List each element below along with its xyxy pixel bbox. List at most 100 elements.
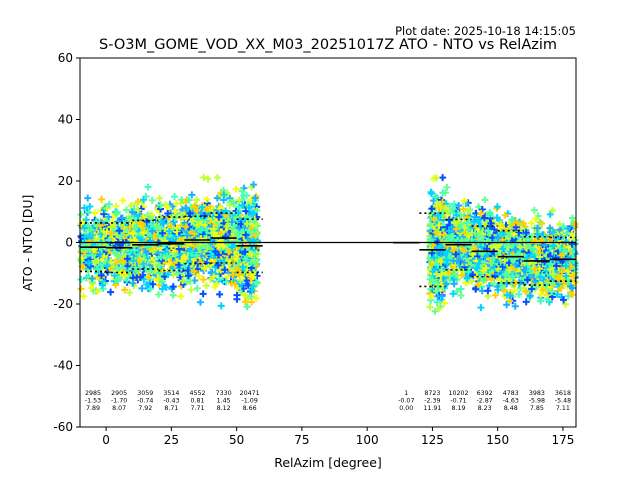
scatter-point (557, 284, 565, 292)
scatter-point (459, 205, 467, 213)
scatter-point (548, 288, 556, 296)
bin-annotation-11: 4783-4.638.48 (503, 390, 519, 412)
scatter-point (97, 271, 105, 279)
bin-count: 3618 (555, 390, 571, 397)
scatter-point (485, 282, 493, 290)
scatter-point (487, 219, 495, 227)
scatter-point (533, 224, 541, 232)
scatter-point (529, 245, 537, 253)
scatter-point (183, 231, 191, 239)
scatter-point (185, 258, 193, 266)
scatter-point (177, 292, 185, 300)
bin-std-label: 8.12 (217, 405, 231, 412)
scatter-point (187, 286, 195, 294)
scatter-point (138, 284, 146, 292)
scatter-point (449, 257, 457, 265)
scatter-point (508, 216, 516, 224)
scatter-point (516, 243, 524, 251)
scatter-point (193, 206, 201, 214)
scatter-point (540, 258, 548, 266)
scatter-point (548, 206, 556, 214)
scatter-point (199, 275, 207, 283)
scatter-point (251, 258, 259, 266)
scatter-point (165, 227, 173, 235)
scatter-point (201, 264, 209, 272)
scatter-point (243, 220, 251, 228)
scatter-point (428, 276, 436, 284)
bin-annotation-1: 2905-1.708.07 (111, 390, 127, 412)
scatter-point (560, 247, 568, 255)
scatter-point (464, 268, 472, 276)
scatter-point (475, 203, 483, 211)
scatter-point (562, 262, 570, 270)
scatter-point (134, 206, 142, 214)
scatter-point (457, 285, 465, 293)
scatter-point (568, 230, 576, 238)
scatter-point (512, 245, 520, 253)
scatter-point (149, 280, 157, 288)
scatter-point (172, 252, 180, 260)
scatter-point (158, 229, 166, 237)
scatter-point (480, 276, 488, 284)
x-tick-label-100: 100 (356, 433, 379, 447)
scatter-point (241, 298, 249, 306)
scatter-point (455, 255, 463, 263)
scatter-point (522, 298, 530, 306)
scatter-point (568, 291, 576, 299)
scatter-point (468, 277, 476, 285)
scatter-point (220, 191, 228, 199)
scatter-points (77, 173, 579, 315)
scatter-point (144, 273, 152, 281)
scatter-point (144, 183, 152, 191)
scatter-point (228, 243, 236, 251)
scatter-point (146, 268, 154, 276)
scatter-point (243, 303, 251, 311)
scatter-point (87, 284, 95, 292)
scatter-point (127, 201, 135, 209)
scatter-point (102, 258, 110, 266)
scatter-point (552, 254, 560, 262)
scatter-point (203, 205, 211, 213)
scatter-point (175, 245, 183, 253)
scatter-point (434, 211, 442, 219)
bin-count: 3514 (163, 390, 179, 397)
scatter-point (148, 211, 156, 219)
scatter-point (237, 220, 245, 228)
scatter-point (184, 272, 192, 280)
scatter-point (440, 299, 448, 307)
scatter-point (200, 212, 208, 220)
scatter-point (568, 240, 576, 248)
scatter-point (170, 193, 178, 201)
scatter-point (253, 279, 261, 287)
scatter-point (537, 290, 545, 298)
y-tick-label-60: 60 (58, 51, 73, 65)
scatter-point (451, 261, 459, 269)
x-tick-label-125: 125 (421, 433, 444, 447)
scatter-point (157, 218, 165, 226)
scatter-point (174, 270, 182, 278)
scatter-point (199, 230, 207, 238)
bin-mean-label: -0.71 (450, 398, 466, 405)
bin-mean-label: -5.48 (555, 398, 571, 405)
bin-std-label: 7.11 (556, 405, 570, 412)
scatter-point (562, 272, 570, 280)
scatter-point (84, 194, 92, 202)
scatter-point (203, 196, 211, 204)
scatter-point (546, 224, 554, 232)
scatter-point (515, 290, 523, 298)
scatter-point (151, 260, 159, 268)
scatter-point (233, 291, 241, 299)
scatter-point (511, 280, 519, 288)
scatter-point (552, 262, 560, 270)
scatter-point (129, 230, 137, 238)
scatter-point (84, 208, 92, 216)
bin-annotation-10: 6392-2.878.23 (476, 390, 492, 412)
scatter-point (457, 292, 465, 300)
scatter-point (501, 211, 509, 219)
bin-annotations: 2985-1.537.892905-1.708.073059-0.747.923… (85, 390, 571, 412)
scatter-point (77, 211, 85, 219)
scatter-point (147, 285, 155, 293)
scatter-point (154, 275, 162, 283)
